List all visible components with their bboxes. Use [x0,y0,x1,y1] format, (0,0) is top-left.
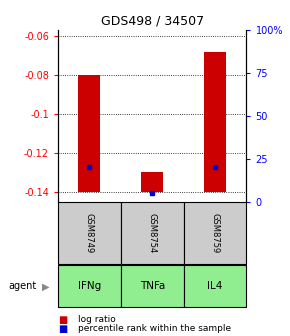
Bar [204,52,226,192]
Text: ■: ■ [58,315,67,325]
Bar [121,202,184,264]
Text: GSM8759: GSM8759 [211,213,220,253]
Bar [184,265,246,307]
Text: IL4: IL4 [207,282,223,291]
Text: GSM8754: GSM8754 [148,213,157,253]
Bar [184,202,246,264]
Text: percentile rank within the sample: percentile rank within the sample [78,324,231,333]
Text: TNFa: TNFa [139,282,165,291]
Text: IFNg: IFNg [78,282,101,291]
Bar [141,172,163,192]
Text: ■: ■ [58,324,67,334]
Text: agent: agent [9,282,37,291]
Text: log ratio: log ratio [78,316,116,324]
Text: GSM8749: GSM8749 [85,213,94,253]
Text: ▶: ▶ [42,282,49,291]
Bar [121,265,184,307]
Bar [58,202,121,264]
Bar [78,75,100,192]
Title: GDS498 / 34507: GDS498 / 34507 [101,15,204,28]
Bar [58,265,121,307]
